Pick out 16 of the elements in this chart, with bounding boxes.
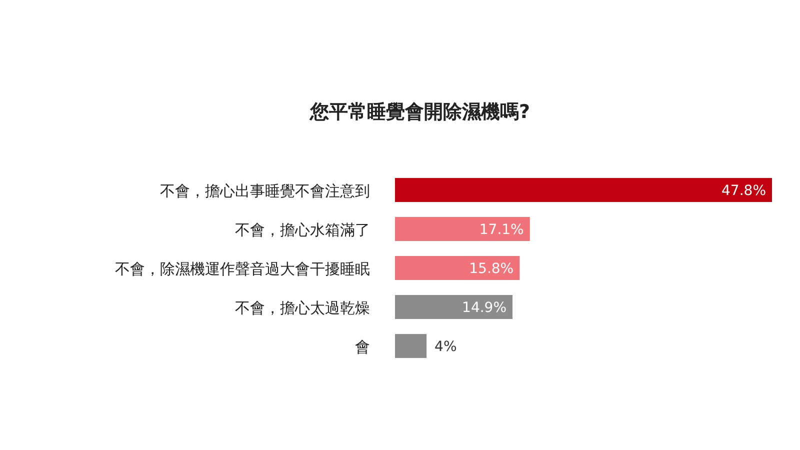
chart-title: 您平常睡覺會開除濕機嗎?	[308, 101, 530, 123]
y-tick-label: 會	[355, 338, 370, 356]
y-tick-label: 不會，擔心太過乾燥	[235, 299, 370, 317]
data-label: 15.8%	[469, 261, 514, 277]
y-tick-label: 不會，擔心出事睡覺不會注意到	[160, 182, 370, 200]
y-tick-label: 不會，除濕機運作聲音過大會干擾睡眠	[115, 260, 370, 278]
data-label: 47.8%	[722, 183, 766, 199]
data-label: 14.9%	[462, 300, 507, 316]
bar	[395, 178, 772, 202]
bar	[395, 256, 520, 280]
bar	[395, 334, 427, 358]
data-label: 17.1%	[479, 222, 524, 238]
data-label: 4%	[434, 339, 457, 355]
bar	[395, 217, 530, 241]
y-tick-label: 不會，擔心水箱滿了	[235, 221, 370, 239]
bar	[395, 295, 513, 319]
